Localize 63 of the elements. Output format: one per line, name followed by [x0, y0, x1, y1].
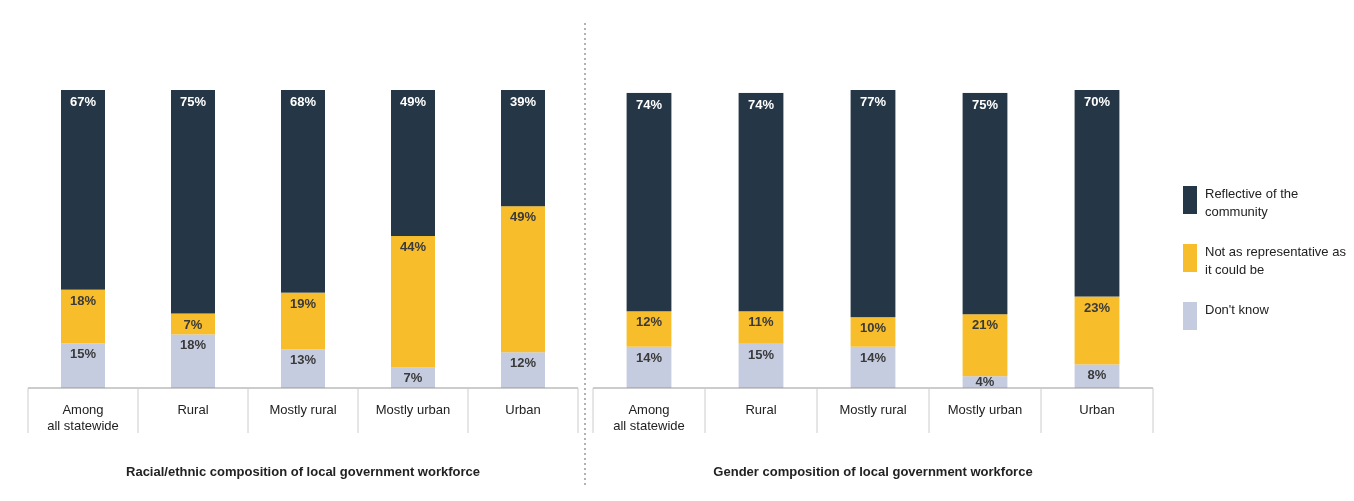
data-label: 44%: [399, 239, 427, 255]
data-label: 10%: [859, 320, 887, 336]
bar: [850, 90, 896, 318]
data-label: 12%: [635, 314, 663, 330]
bar: [61, 90, 105, 290]
data-label: 13%: [289, 352, 317, 368]
data-label: 18%: [69, 292, 97, 308]
x-tick-label: Mostly urban: [375, 402, 451, 417]
bar: [626, 92, 672, 312]
bar: [962, 92, 1008, 315]
data-label: 14%: [859, 349, 887, 365]
bar: [1074, 296, 1120, 365]
x-tick-label: Mostly rural: [839, 402, 907, 417]
data-label: 7%: [183, 316, 203, 332]
data-label: 4%: [975, 374, 995, 389]
data-label: 67%: [69, 94, 97, 109]
bar: [61, 343, 105, 388]
data-label: 75%: [179, 94, 207, 109]
x-tick-label: Mostly urban: [947, 402, 1023, 417]
data-label: 74%: [747, 96, 775, 112]
x-tick-label: Urban: [1079, 402, 1115, 417]
bar: [171, 90, 215, 314]
data-label: 15%: [747, 346, 775, 362]
x-tick-label: Rural: [177, 402, 209, 417]
data-label: 49%: [399, 94, 427, 109]
data-label: 68%: [289, 94, 317, 109]
data-label: 23%: [1083, 299, 1111, 315]
data-label: 8%: [1087, 367, 1107, 383]
data-label: 18%: [179, 337, 207, 353]
bar: [391, 236, 435, 368]
bar: [391, 90, 435, 237]
bar: [61, 289, 105, 344]
data-label: 19%: [289, 295, 317, 311]
bar: [962, 314, 1008, 377]
bar: [171, 334, 215, 388]
data-label: 39%: [509, 94, 537, 109]
bar: [281, 90, 325, 293]
x-axis-title: Gender composition of local government workforce: [713, 464, 1033, 479]
data-label: 7%: [403, 370, 423, 386]
data-label: 12%: [509, 355, 537, 371]
x-tick-label: Urban: [505, 402, 541, 417]
x-tick-label: Mostly rural: [269, 402, 337, 417]
data-label: 70%: [1083, 94, 1111, 109]
data-label: 74%: [635, 96, 663, 112]
data-label: 14%: [635, 349, 663, 365]
x-tick-label: Among all statewide: [613, 402, 685, 433]
legend-label: Reflective of the community: [1205, 186, 1299, 219]
bar: [738, 92, 784, 312]
legend-label: Not as representative as it could be: [1205, 244, 1347, 277]
bar: [281, 292, 325, 350]
bar: [1074, 90, 1120, 297]
x-tick-label: Rural: [745, 402, 777, 417]
data-label: 75%: [971, 96, 999, 112]
data-label: 49%: [509, 209, 537, 225]
data-label: 77%: [859, 94, 887, 109]
data-label: 11%: [748, 314, 775, 330]
bar: [501, 90, 545, 207]
bar: [501, 206, 545, 353]
data-label: 21%: [971, 317, 999, 333]
data-label: 15%: [69, 346, 97, 362]
x-axis-title: Racial/ethnic composition of local government workforce: [126, 464, 480, 479]
legend-label: Don't know: [1205, 302, 1270, 317]
x-tick-label: Among all statewide: [47, 402, 119, 433]
